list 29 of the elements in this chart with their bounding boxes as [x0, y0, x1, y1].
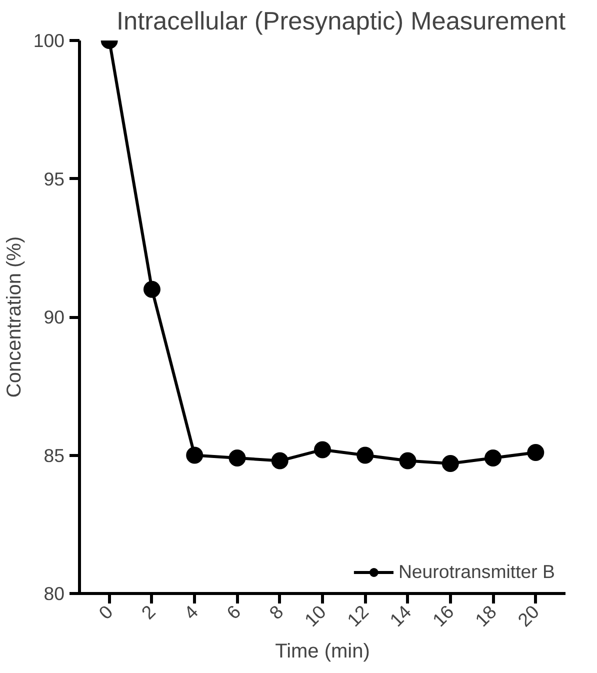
x-tick-label: 10 [300, 601, 330, 631]
point [314, 441, 331, 458]
y-tick-label: 95 [44, 168, 65, 190]
point [228, 450, 246, 466]
y-tick-label: 80 [44, 583, 65, 604]
point [399, 452, 416, 470]
y-tick-label: 90 [44, 306, 65, 328]
point [356, 446, 374, 464]
x-axis-title: Time (min) [275, 640, 370, 662]
point [271, 452, 288, 470]
x-tick-label: 0 [94, 601, 117, 624]
chart-title: Intracellular (Presynaptic) Measurement [116, 8, 566, 36]
point [527, 444, 544, 461]
y-axis-title: Concentration (%) [3, 236, 26, 398]
x-tick-label: 6 [222, 601, 245, 624]
point [186, 446, 204, 464]
x-tick-label: 20 [514, 601, 544, 631]
x-tick-label: 4 [180, 601, 202, 624]
point [484, 450, 502, 466]
x-tick-label: 14 [386, 601, 416, 631]
x-tick-label: 18 [470, 601, 500, 631]
y-tick-label: 100 [33, 30, 65, 51]
legend-label: Neurotransmitter B [398, 561, 555, 583]
x-tick-label: 16 [428, 601, 458, 631]
y-tick-label: 85 [44, 444, 65, 466]
point [442, 455, 459, 472]
x-tick-label: 2 [137, 601, 160, 624]
x-tick-label: 8 [265, 601, 288, 624]
x-tick-label: 12 [343, 601, 373, 631]
